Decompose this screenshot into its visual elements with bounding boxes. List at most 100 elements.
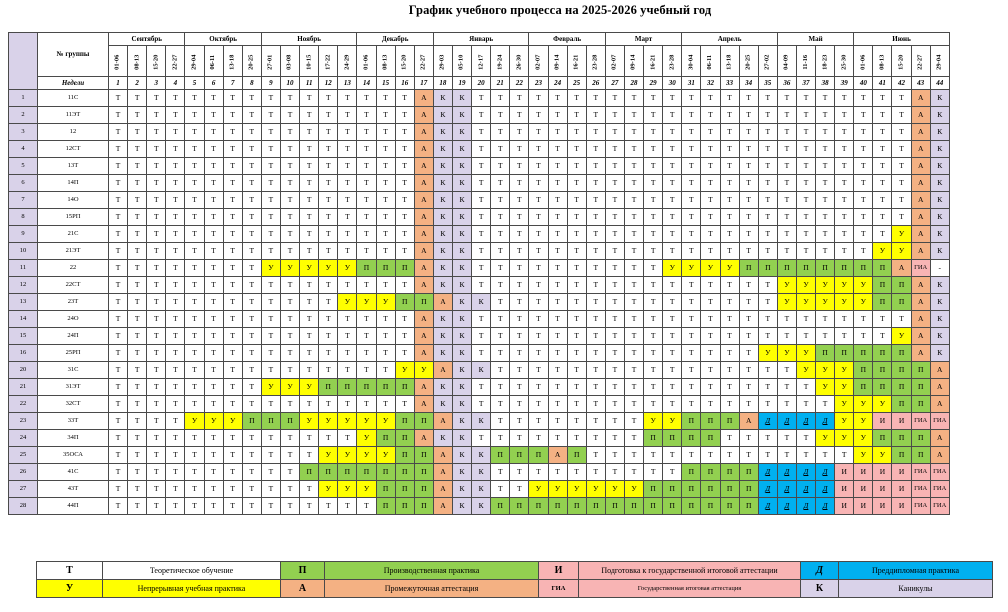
- schedule-cell: Т: [681, 446, 702, 464]
- schedule-cell: Т: [490, 106, 511, 124]
- week-date-range: 13-18: [719, 45, 740, 77]
- month-header: Ноябрь: [260, 32, 358, 46]
- schedule-cell: Т: [528, 395, 549, 413]
- schedule-cell: Т: [279, 208, 301, 226]
- schedule-cell: Т: [299, 89, 320, 107]
- schedule-cell: Т: [700, 327, 721, 345]
- schedule-cell: К: [451, 140, 473, 158]
- group-row: 5 13Т Т Т Т Т Т Т Т Т Т Т Т Т Т Т Т Т А К К Т Т Т Т Т Т Т Т Т Т Т Т Т Т Т Т Т…: [8, 157, 950, 175]
- schedule-cell: У: [337, 412, 358, 430]
- group-name: 33Т: [37, 412, 109, 430]
- schedule-cell: Т: [279, 361, 301, 379]
- schedule-cell: Т: [356, 191, 377, 209]
- schedule-cell: К: [451, 429, 473, 447]
- schedule-cell: Т: [394, 106, 415, 124]
- schedule-cell: Т: [337, 276, 358, 294]
- schedule-cell: Т: [700, 395, 721, 413]
- schedule-cell: Т: [776, 327, 797, 345]
- week-date-range: 12-17: [471, 45, 492, 77]
- schedule-cell: Т: [757, 123, 778, 141]
- schedule-cell: Т: [776, 174, 797, 192]
- week-number: 30: [662, 76, 683, 90]
- schedule-cell: Т: [547, 242, 568, 260]
- schedule-cell: Т: [184, 327, 205, 345]
- week-date-label: 20-25: [744, 54, 752, 70]
- schedule-cell: Т: [490, 463, 511, 481]
- schedule-cell: Т: [834, 208, 855, 226]
- legend-symbol: И: [538, 561, 579, 580]
- schedule-cell: А: [910, 174, 931, 192]
- schedule-cell: Т: [566, 310, 587, 328]
- schedule-cell: Т: [662, 361, 683, 379]
- schedule-cell: Т: [872, 106, 893, 124]
- legend-label: Государственная итоговая аттестация: [578, 579, 801, 598]
- legend-row: У Непрерывная учебная практика А Промежуточ…: [36, 579, 993, 598]
- group-row: 6 14П Т Т Т Т Т Т Т Т Т Т Т Т Т Т Т Т А К К Т Т Т Т Т Т Т Т Т Т Т Т Т Т Т Т Т…: [8, 174, 950, 192]
- schedule-cell: П: [853, 361, 874, 379]
- schedule-cell: П: [681, 429, 702, 447]
- group-name: 31С: [37, 361, 109, 379]
- schedule-cell: Т: [795, 140, 817, 158]
- schedule-cell: П: [643, 429, 664, 447]
- schedule-cell: Т: [107, 497, 129, 515]
- row-number: 8: [8, 208, 38, 226]
- schedule-cell: П: [318, 463, 339, 481]
- schedule-cell: А: [413, 225, 434, 243]
- schedule-cell: Т: [815, 208, 836, 226]
- schedule-cell: Т: [566, 157, 587, 175]
- schedule-cell: Т: [795, 191, 817, 209]
- schedule-cell: Т: [184, 208, 205, 226]
- schedule-cell: К: [451, 497, 473, 515]
- schedule-cell: Т: [509, 412, 530, 430]
- schedule-cell: П: [872, 429, 893, 447]
- week-date-range: 16-21: [566, 45, 587, 77]
- schedule-cell: Т: [643, 123, 664, 141]
- schedule-cell: Т: [662, 344, 683, 362]
- schedule-cell: Т: [700, 378, 721, 396]
- schedule-cell: Т: [719, 157, 740, 175]
- schedule-cell: Т: [738, 378, 759, 396]
- schedule-cell: У: [318, 446, 339, 464]
- schedule-cell: Т: [547, 310, 568, 328]
- schedule-cell: У: [337, 480, 358, 498]
- schedule-cell: Т: [700, 174, 721, 192]
- schedule-cell: Т: [872, 191, 893, 209]
- schedule-cell: К: [451, 157, 473, 175]
- schedule-cell: Т: [107, 293, 129, 311]
- schedule-cell: Т: [299, 327, 320, 345]
- schedule-cell: Т: [356, 123, 377, 141]
- week-date-range: 22-27: [910, 45, 931, 77]
- schedule-cell: Т: [719, 208, 740, 226]
- schedule-cell: Т: [279, 242, 301, 260]
- schedule-cell: Т: [662, 446, 683, 464]
- week-number: 7: [222, 76, 243, 90]
- schedule-cell: П: [815, 344, 836, 362]
- schedule-cell: У: [700, 259, 721, 277]
- schedule-cell: Т: [738, 361, 759, 379]
- schedule-cell: Т: [165, 429, 186, 447]
- schedule-cell: Т: [566, 106, 587, 124]
- schedule-cell: У: [815, 276, 836, 294]
- week-date-label: 03-08: [285, 54, 293, 70]
- schedule-cell: П: [356, 378, 377, 396]
- schedule-cell: Т: [127, 327, 148, 345]
- schedule-cell: Т: [604, 446, 625, 464]
- schedule-cell: Т: [795, 429, 817, 447]
- week-date-range: 04-09: [776, 45, 797, 77]
- schedule-cell: Т: [872, 174, 893, 192]
- schedule-cell: Т: [107, 242, 129, 260]
- schedule-cell: Т: [643, 259, 664, 277]
- schedule-cell: Т: [184, 225, 205, 243]
- schedule-cell: Т: [279, 174, 301, 192]
- schedule-cell: Т: [222, 480, 243, 498]
- group-row: 4 12СТ Т Т Т Т Т Т Т Т Т Т Т Т Т Т Т Т А К К Т Т Т Т Т Т Т Т Т Т Т Т Т Т Т Т…: [8, 140, 950, 158]
- schedule-cell: Т: [146, 106, 167, 124]
- row-number: 20: [8, 361, 38, 379]
- schedule-cell: П: [719, 497, 740, 515]
- schedule-cell: А: [910, 123, 931, 141]
- schedule-cell: У: [337, 259, 358, 277]
- schedule-cell: У: [757, 344, 778, 362]
- schedule-cell: Т: [184, 378, 205, 396]
- schedule-cell: У: [834, 276, 855, 294]
- schedule-cell: Т: [127, 123, 148, 141]
